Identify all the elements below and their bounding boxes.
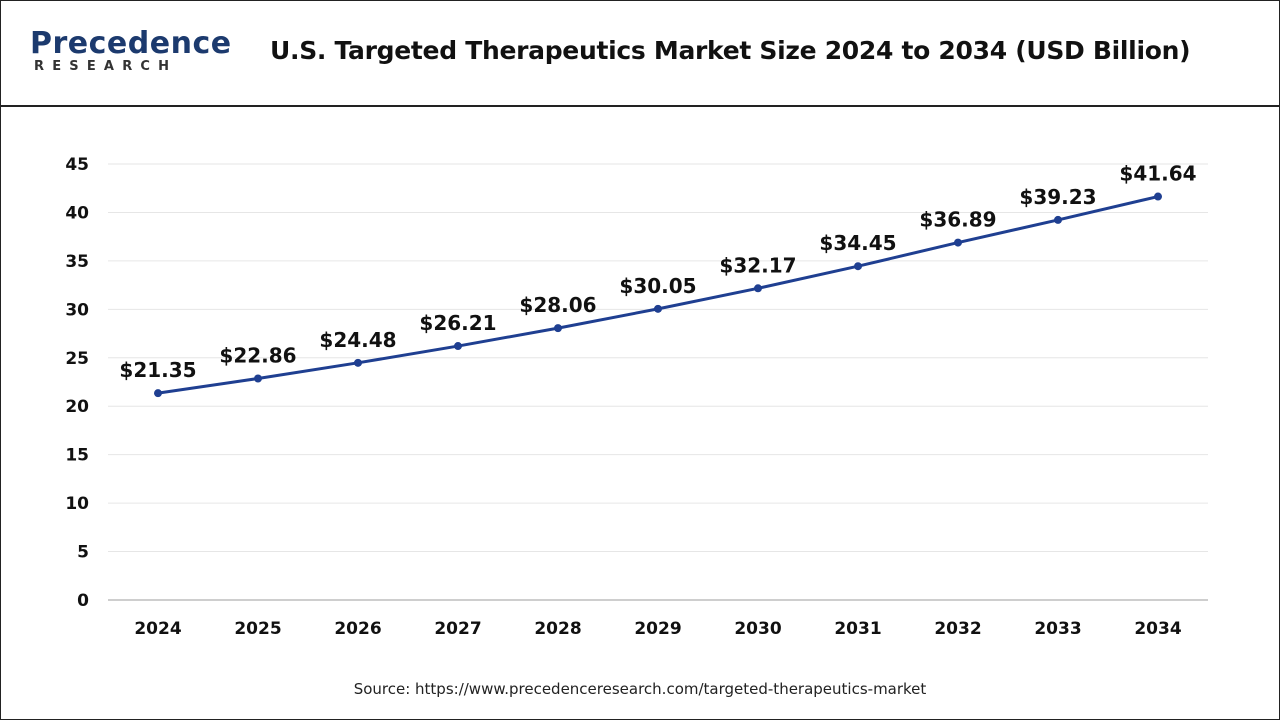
data-points bbox=[154, 192, 1162, 398]
x-tick-label: 2030 bbox=[734, 619, 781, 639]
data-point bbox=[654, 304, 662, 313]
header: Precedence RESEARCH U.S. Targeted Therap… bbox=[0, 0, 1280, 107]
data-label: $34.45 bbox=[819, 231, 896, 255]
data-label: $26.21 bbox=[419, 311, 496, 335]
data-label: $36.89 bbox=[919, 208, 996, 232]
data-point bbox=[454, 342, 462, 351]
y-tick-label: 10 bbox=[65, 494, 89, 514]
data-point bbox=[954, 238, 962, 247]
data-labels: $21.35 $22.86 $24.48 $26.21 $28.06 $30.05 $32.… bbox=[119, 162, 1196, 383]
source-note: Source: https://www.precedenceresearch.c… bbox=[353, 680, 927, 698]
x-tick-label: 2027 bbox=[434, 619, 481, 639]
data-point bbox=[1054, 215, 1062, 224]
y-tick-label: 30 bbox=[65, 300, 89, 320]
y-tick-label: 40 bbox=[65, 203, 89, 223]
grid-lines bbox=[108, 163, 1208, 553]
data-point bbox=[254, 374, 262, 383]
data-point bbox=[854, 262, 862, 271]
y-tick-label: 45 bbox=[65, 155, 89, 175]
x-tick-label: 2025 bbox=[234, 619, 281, 639]
x-tick-label: 2029 bbox=[634, 619, 681, 639]
data-point bbox=[354, 358, 362, 367]
x-tick-label: 2031 bbox=[834, 619, 881, 639]
brand-logo: Precedence RESEARCH bbox=[30, 26, 232, 82]
y-tick-label: 15 bbox=[65, 446, 89, 466]
y-axis-ticks: 0 5 10 15 20 25 30 35 40 45 bbox=[65, 155, 89, 611]
data-label: $21.35 bbox=[119, 358, 196, 382]
x-tick-label: 2032 bbox=[934, 619, 981, 639]
brand-name: Precedence bbox=[30, 26, 232, 61]
data-label: $41.64 bbox=[1119, 162, 1196, 186]
data-label: $39.23 bbox=[1019, 185, 1096, 209]
y-tick-label: 20 bbox=[65, 397, 89, 417]
data-point bbox=[1154, 192, 1162, 201]
data-label: $24.48 bbox=[319, 328, 396, 352]
y-tick-label: 25 bbox=[65, 349, 89, 369]
y-tick-label: 5 bbox=[77, 543, 89, 563]
data-point bbox=[554, 324, 562, 333]
y-tick-label: 35 bbox=[65, 252, 89, 272]
brand-subtitle: RESEARCH bbox=[34, 59, 178, 74]
x-tick-label: 2034 bbox=[1134, 619, 1181, 639]
y-tick-label: 0 bbox=[77, 591, 89, 611]
data-label: $30.05 bbox=[619, 274, 696, 298]
x-tick-label: 2024 bbox=[134, 619, 181, 639]
x-axis-ticks: 2024 2025 2026 2027 2028 2029 2030 2031 2032 2033… bbox=[134, 619, 1181, 639]
x-tick-label: 2026 bbox=[334, 619, 381, 639]
x-tick-label: 2033 bbox=[1034, 619, 1081, 639]
data-label: $28.06 bbox=[519, 293, 596, 317]
data-point bbox=[154, 389, 162, 398]
chart-title: U.S. Targeted Therapeutics Market Size 2… bbox=[270, 36, 1191, 65]
data-label: $32.17 bbox=[719, 253, 796, 277]
x-tick-label: 2028 bbox=[534, 619, 581, 639]
data-point bbox=[754, 284, 762, 293]
data-label: $22.86 bbox=[219, 344, 296, 368]
